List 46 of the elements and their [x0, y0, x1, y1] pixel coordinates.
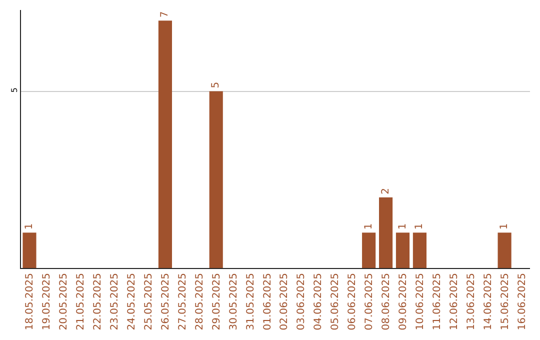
x-tick-label: 08.06.2025	[381, 273, 392, 330]
data-label: 5	[210, 82, 222, 88]
x-tick-label: 25.05.2025	[144, 273, 154, 330]
x-tick-label: 28.05.2025	[194, 273, 206, 330]
x-tick-label: 30.05.2025	[228, 273, 240, 330]
x-tick-label: 23.05.2025	[110, 273, 121, 330]
x-tick-label: 24.05.2025	[126, 273, 138, 330]
x-tick-label: 01.06.2025	[262, 273, 274, 330]
bar	[498, 232, 512, 268]
x-tick-label: 15.06.2025	[500, 273, 511, 330]
bar	[379, 197, 393, 268]
x-tick-label: 14.06.2025	[482, 273, 494, 330]
x-tick-label: 06.06.2025	[347, 273, 358, 330]
x-tick-label: 09.06.2025	[398, 273, 409, 330]
x-tick-label: 22.05.2025	[92, 273, 104, 330]
data-label: 2	[380, 188, 392, 194]
x-tick-label: 18.05.2025	[24, 273, 36, 330]
x-tick-label: 26.05.2025	[160, 273, 172, 330]
bar	[362, 232, 376, 268]
x-tick-label: 04.06.2025	[313, 273, 324, 330]
x-tick-label: 05.06.2025	[330, 273, 342, 330]
x-tick-label: 21.05.2025	[76, 273, 87, 330]
x-tick-label: 03.06.2025	[296, 273, 308, 330]
data-label: 1	[363, 223, 374, 230]
x-tick-label: 16.06.2025	[516, 273, 528, 330]
bar	[412, 232, 426, 268]
x-tick-label: 10.06.2025	[414, 273, 426, 330]
data-label: 7	[160, 11, 171, 18]
x-tick-label: 19.05.2025	[42, 273, 53, 330]
bar	[158, 20, 172, 268]
bar	[22, 232, 36, 268]
x-tick-label: 27.05.2025	[177, 273, 188, 330]
x-tick-label: 02.06.2025	[279, 273, 290, 330]
x-tick-label: 29.05.2025	[211, 273, 222, 330]
data-label: 1	[397, 223, 408, 230]
x-tick-label: 13.06.2025	[466, 273, 477, 330]
x-tick-label: 20.05.2025	[58, 273, 70, 330]
x-tick-label: 12.06.2025	[448, 273, 460, 330]
bar	[396, 232, 410, 268]
data-label: 1	[499, 223, 510, 230]
x-tick-label: 31.05.2025	[245, 273, 256, 330]
data-label: 1	[414, 223, 426, 230]
bar	[209, 91, 223, 268]
x-tick-label: 11.06.2025	[432, 273, 443, 330]
x-tick-label: 07.06.2025	[364, 273, 376, 330]
data-label: 1	[24, 223, 35, 230]
